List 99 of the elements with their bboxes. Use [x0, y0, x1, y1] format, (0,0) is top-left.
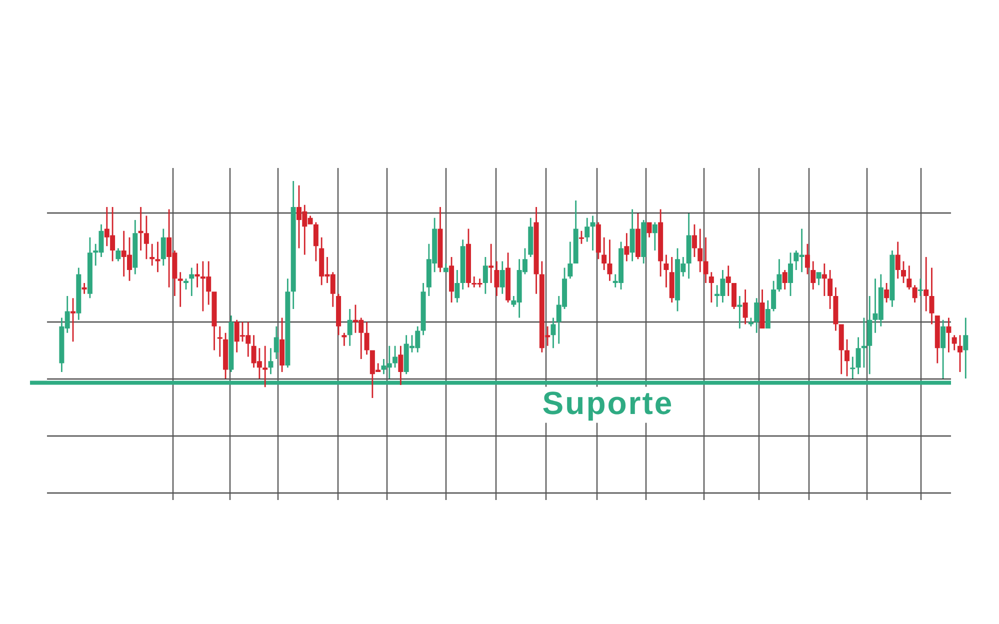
candlestick: [212, 292, 217, 350]
candlestick: [223, 332, 228, 378]
candlestick: [946, 318, 952, 352]
candlestick: [160, 228, 166, 266]
candlestick: [732, 282, 737, 310]
candlestick: [742, 290, 748, 324]
candlestick: [342, 332, 347, 346]
candlestick: [867, 296, 872, 374]
candlestick: [87, 237, 92, 298]
candlestick: [963, 318, 968, 378]
candlestick: [506, 252, 511, 303]
candlestick: [856, 337, 861, 374]
candlestick: [686, 214, 692, 279]
candlestick: [703, 237, 708, 283]
candlestick: [460, 240, 466, 290]
candlestick: [850, 356, 856, 378]
candlestick: [607, 240, 612, 281]
candlestick: [449, 256, 454, 303]
candlestick: [443, 263, 448, 272]
candlestick: [313, 222, 318, 262]
candlestick: [262, 346, 268, 388]
candlestick: [652, 222, 658, 250]
candlestick: [347, 309, 352, 346]
candlestick: [290, 181, 296, 310]
candlestick: [144, 216, 149, 260]
candlestick: [454, 270, 460, 303]
candlestick: [420, 282, 426, 336]
candlestick: [726, 266, 731, 296]
candlestick: [708, 272, 714, 303]
candlestick: [940, 320, 946, 378]
candlestick: [828, 270, 833, 310]
candlestick: [488, 244, 494, 283]
candlestick: [698, 228, 703, 272]
candlestick: [138, 207, 144, 250]
candlestick: [782, 270, 788, 290]
candlestick: [285, 278, 290, 368]
ref-line-label: Suporte: [542, 384, 674, 421]
candlestick: [810, 261, 816, 290]
candlestick: [890, 250, 895, 307]
candlestick: [336, 294, 342, 336]
candlestick: [568, 242, 573, 279]
candlestick: [646, 222, 652, 238]
candlestick: [838, 324, 844, 374]
candlestick: [116, 248, 121, 262]
candlestick: [178, 272, 183, 307]
candlestick: [280, 318, 285, 372]
candlestick: [482, 256, 488, 294]
candlestick: [804, 244, 810, 274]
candlestick: [895, 242, 900, 279]
candlestick: [584, 218, 590, 242]
candlestick: [596, 222, 601, 260]
candlestick: [155, 242, 160, 272]
candlestick: [658, 209, 664, 276]
candlestick: [76, 268, 82, 320]
candlestick: [788, 252, 794, 296]
candlestick: [228, 316, 234, 372]
candlestick: [364, 322, 370, 355]
candlestick: [884, 282, 890, 303]
candlestick: [664, 254, 669, 288]
candlestick: [737, 296, 742, 329]
candlestick: [398, 346, 404, 385]
candlestick: [602, 237, 607, 270]
candlestick: [189, 268, 194, 296]
candlestick: [771, 280, 776, 312]
candlestick: [669, 256, 674, 303]
candlestick: [822, 263, 827, 296]
candlestick: [550, 318, 556, 348]
candlestick: [590, 216, 596, 250]
candlestick: [833, 287, 838, 331]
candlestick: [500, 261, 505, 294]
candlestick: [912, 285, 918, 303]
candlestick: [466, 228, 471, 288]
candlestick: [934, 316, 940, 364]
candlestick: [82, 282, 87, 294]
candlestick: [906, 266, 912, 290]
candlestick: [150, 244, 155, 266]
candlestick: [816, 272, 822, 286]
candlestick: [624, 233, 630, 262]
candlestick: [630, 209, 635, 262]
candlestick: [268, 348, 274, 374]
candlestick: [534, 207, 539, 294]
candlestick: [776, 259, 782, 292]
candlestick: [635, 214, 640, 260]
candlestick: [438, 207, 443, 272]
candlestick: [924, 256, 929, 312]
candlestick: [760, 290, 765, 329]
candlestick: [274, 326, 279, 359]
candlestick: [692, 224, 697, 257]
candlestick: [573, 200, 578, 264]
candlestick: [494, 261, 500, 296]
candlestick: [641, 220, 646, 264]
candlestick: [132, 220, 138, 274]
candlestick: [194, 263, 200, 288]
candlestick: [765, 300, 770, 329]
candlestick: [754, 298, 760, 333]
candlestick: [929, 268, 934, 324]
candlestick: [217, 326, 222, 357]
candlestick: [952, 335, 957, 350]
candlestick: [528, 218, 534, 257]
